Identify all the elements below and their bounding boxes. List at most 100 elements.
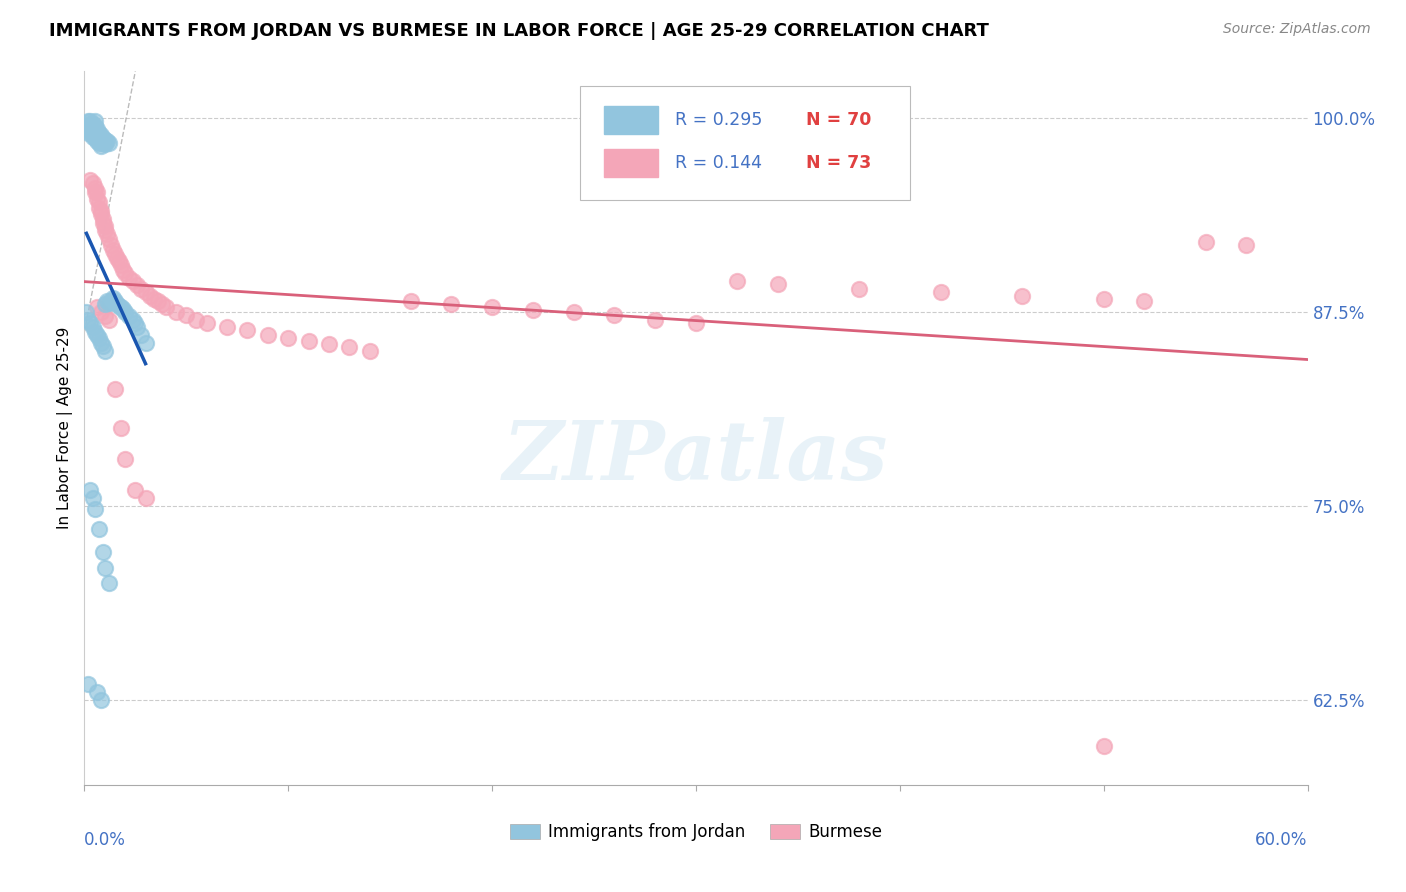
- Point: [100, 293, 122, 308]
- Point: [83, 123, 105, 137]
- Point: [93, 137, 115, 152]
- Point: [848, 281, 870, 295]
- Point: [96, 227, 118, 242]
- Point: [195, 316, 218, 330]
- Point: [142, 293, 165, 307]
- Point: [277, 331, 299, 345]
- Point: [91, 211, 114, 226]
- Point: [79, 123, 101, 137]
- Point: [91, 339, 114, 353]
- Point: [236, 323, 259, 337]
- Point: [114, 452, 136, 467]
- Point: [82, 117, 104, 131]
- Point: [93, 561, 115, 575]
- Point: [96, 293, 118, 308]
- Point: [90, 305, 112, 319]
- Point: [135, 491, 157, 505]
- Point: [104, 247, 127, 261]
- Point: [91, 216, 114, 230]
- Point: [603, 308, 626, 322]
- Text: 60.0%: 60.0%: [1256, 831, 1308, 849]
- Point: [87, 127, 110, 141]
- Point: [86, 131, 108, 145]
- Point: [118, 310, 141, 324]
- Point: [97, 576, 120, 591]
- Point: [77, 127, 100, 141]
- Point: [97, 136, 120, 150]
- Point: [82, 127, 104, 141]
- Text: R = 0.295: R = 0.295: [675, 111, 762, 128]
- Point: [83, 501, 105, 516]
- Text: ZIPatlas: ZIPatlas: [503, 417, 889, 497]
- Point: [644, 312, 666, 326]
- Text: R = 0.144: R = 0.144: [675, 153, 762, 171]
- Point: [1092, 739, 1115, 754]
- Point: [83, 325, 105, 339]
- Point: [725, 274, 748, 288]
- Point: [481, 300, 503, 314]
- Point: [122, 274, 145, 288]
- FancyBboxPatch shape: [605, 149, 658, 177]
- Point: [90, 133, 112, 147]
- Point: [105, 297, 128, 311]
- Point: [131, 328, 153, 343]
- Point: [87, 136, 110, 150]
- Point: [1133, 293, 1156, 308]
- Point: [90, 138, 112, 153]
- Point: [112, 263, 135, 277]
- Point: [110, 421, 132, 435]
- Point: [93, 297, 115, 311]
- Point: [87, 522, 110, 536]
- Point: [1011, 289, 1033, 303]
- Y-axis label: In Labor Force | Age 25-29: In Labor Force | Age 25-29: [58, 327, 73, 529]
- Point: [75, 119, 97, 133]
- Point: [135, 285, 157, 299]
- Point: [165, 305, 187, 319]
- Point: [79, 173, 101, 187]
- Point: [562, 305, 585, 319]
- Point: [929, 285, 952, 299]
- Point: [87, 201, 110, 215]
- Point: [399, 293, 422, 308]
- Point: [79, 114, 101, 128]
- Point: [91, 131, 114, 145]
- FancyBboxPatch shape: [605, 106, 658, 134]
- Point: [114, 305, 136, 319]
- Point: [83, 180, 105, 194]
- Point: [77, 312, 100, 326]
- Point: [93, 343, 115, 358]
- Point: [83, 131, 105, 145]
- Point: [82, 176, 104, 190]
- Point: [90, 128, 112, 142]
- Point: [440, 297, 463, 311]
- Point: [75, 305, 97, 319]
- Point: [101, 291, 124, 305]
- Point: [77, 114, 100, 128]
- Point: [82, 491, 104, 505]
- Point: [90, 207, 112, 221]
- Point: [86, 300, 108, 314]
- Text: IMMIGRANTS FROM JORDAN VS BURMESE IN LABOR FORCE | AGE 25-29 CORRELATION CHART: IMMIGRANTS FROM JORDAN VS BURMESE IN LAB…: [49, 22, 988, 40]
- Point: [77, 119, 100, 133]
- Point: [318, 337, 340, 351]
- Point: [86, 134, 108, 148]
- Text: Source: ZipAtlas.com: Source: ZipAtlas.com: [1223, 22, 1371, 37]
- Point: [104, 383, 127, 397]
- Point: [97, 312, 120, 326]
- Point: [86, 121, 108, 136]
- Point: [124, 483, 146, 498]
- Point: [138, 289, 160, 303]
- Text: N = 70: N = 70: [806, 111, 872, 128]
- Point: [83, 119, 105, 133]
- Point: [87, 131, 110, 145]
- Point: [186, 312, 208, 326]
- Point: [122, 312, 145, 326]
- Point: [86, 192, 108, 206]
- Point: [86, 186, 108, 200]
- Point: [86, 127, 108, 141]
- Point: [79, 483, 101, 498]
- Point: [127, 320, 149, 334]
- Point: [90, 692, 112, 706]
- Point: [82, 320, 104, 334]
- Point: [1195, 235, 1218, 249]
